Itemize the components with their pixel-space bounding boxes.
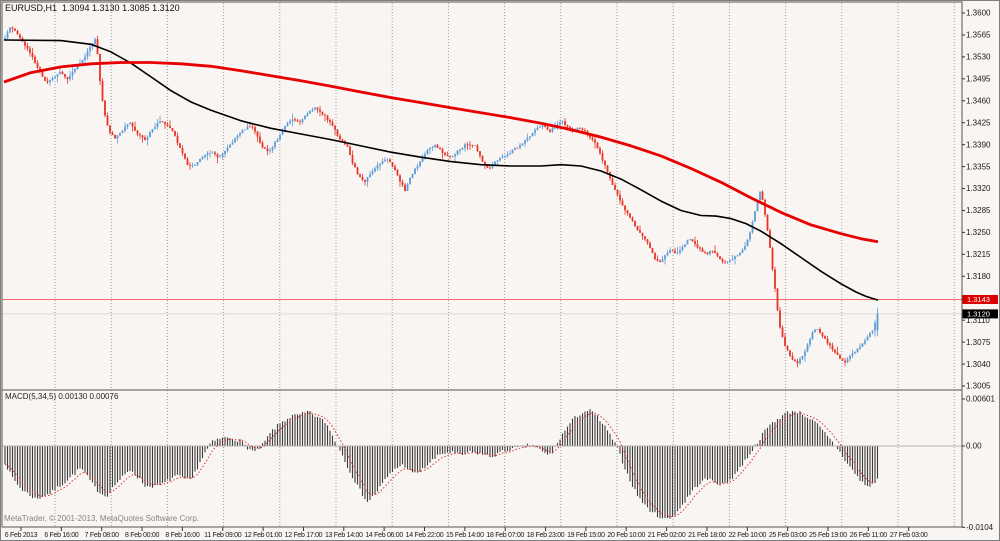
price-axis-label: 1.3495 — [966, 75, 991, 84]
time-axis-label: 22 Feb 10:00 — [728, 532, 766, 539]
horizontal-lines — [2, 298, 962, 315]
price-axis-label: 1.3530 — [966, 53, 991, 62]
time-axis-label: 12 Feb 01:00 — [244, 532, 282, 539]
chart-title: EURUSD,H1 1.3094 1.3130 1.3085 1.3120 — [5, 3, 180, 13]
line-price-badge: 1.3143 — [962, 294, 998, 304]
time-axis-label: 20 Feb 10:00 — [607, 532, 645, 539]
macd-axis-label: 0.00 — [966, 442, 982, 451]
price-axis-label: 1.3425 — [966, 118, 991, 127]
price-axis-label: 1.3110 — [966, 316, 990, 325]
macd-signal-line — [4, 412, 878, 518]
time-axis-label: 14 Feb 06:00 — [365, 532, 403, 539]
price-axis[interactable]: 1.3600 1.3565 1.3530 1.3495 1.3460 1.3425 1.33… — [962, 9, 998, 391]
time-axis-label: 26 Feb 11:00 — [850, 532, 888, 539]
time-axis-label: 13 Feb 14:00 — [325, 532, 363, 539]
grid-lines — [54, 3, 955, 527]
price-axis-label: 1.3075 — [966, 338, 991, 347]
price-axis-label: 1.3460 — [966, 96, 991, 105]
time-axis-label: 25 Feb 03:00 — [769, 532, 807, 539]
price-axis-label: 1.3285 — [966, 206, 991, 215]
price-axis-label: 1.3600 — [966, 9, 991, 18]
time-axis[interactable]: 6 Feb 2013 6 Feb 16:00 7 Feb 08:00 8 Feb 00… — [5, 527, 928, 539]
macd-axis-label: 0.00601 — [966, 395, 995, 404]
price-axis-label: 1.3390 — [966, 140, 991, 149]
time-axis-label: 27 Feb 03:00 — [890, 532, 928, 539]
price-axis-label: 1.3040 — [966, 360, 991, 369]
time-axis-label: 15 Feb 14:00 — [446, 532, 484, 539]
ma-slow-line — [3, 61, 879, 244]
macd-axis-label: -0.0104 — [966, 523, 994, 532]
price-axis-label: 1.3005 — [966, 382, 991, 391]
time-axis-label: 6 Feb 2013 — [5, 532, 38, 539]
time-axis-label: 21 Feb 18:00 — [688, 532, 726, 539]
time-axis-label: 7 Feb 08:00 — [85, 532, 119, 539]
time-axis-label: 14 Feb 22:00 — [406, 532, 444, 539]
macd-indicator-label: MACD(5,34,5) 0.00130 0.00076 — [5, 392, 119, 401]
price-axis-label: 1.3355 — [966, 162, 991, 171]
svg-text:1.3120: 1.3120 — [967, 310, 990, 319]
time-axis-label: 18 Feb 23:00 — [527, 532, 565, 539]
pane-borders — [1, 1, 963, 528]
price-axis-label: 1.3250 — [966, 228, 991, 237]
time-axis-label: 6 Feb 16:00 — [44, 532, 78, 539]
time-axis-label: 8 Feb 00:00 — [125, 532, 159, 539]
svg-text:1.3143: 1.3143 — [967, 295, 990, 304]
time-axis-label: 19 Feb 15:00 — [567, 532, 605, 539]
ma-fast-line — [3, 39, 879, 301]
time-axis-label: 18 Feb 07:00 — [486, 532, 524, 539]
macd-histogram — [4, 409, 879, 519]
time-axis-label: 8 Feb 16:00 — [165, 532, 199, 539]
macd-axis[interactable]: 0.00601 0.00 -0.0104 — [962, 395, 995, 532]
price-axis-label: 1.3565 — [966, 31, 991, 40]
price-axis-label: 1.3320 — [966, 184, 991, 193]
time-axis-label: 11 Feb 09:00 — [204, 532, 242, 539]
time-axis-label: 25 Feb 19:00 — [809, 532, 847, 539]
time-axis-label: 21 Feb 02:00 — [648, 532, 686, 539]
price-axis-label: 1.3180 — [966, 272, 991, 281]
current-price-badge: 1.3120 — [962, 309, 998, 319]
copyright-notice: MetaTrader, © 2001-2013, MetaQuotes Soft… — [4, 514, 200, 523]
price-axis-label: 1.3215 — [966, 250, 991, 259]
time-axis-label: 12 Feb 17:00 — [285, 532, 323, 539]
